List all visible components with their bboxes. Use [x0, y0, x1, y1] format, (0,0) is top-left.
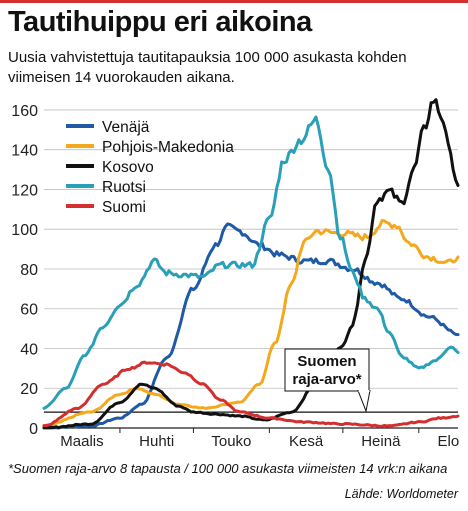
- x-tick-label: Heinä: [361, 433, 401, 450]
- y-tick-label: 140: [11, 143, 38, 160]
- y-tick-label: 100: [11, 222, 38, 239]
- x-tick-label: Maalis: [60, 433, 103, 450]
- y-tick-label: 0: [29, 421, 38, 438]
- y-tick-label: 60: [20, 302, 38, 319]
- threshold-label-box: [284, 348, 370, 392]
- y-tick-label: 160: [11, 103, 38, 120]
- x-tick-label: Elo: [438, 433, 460, 450]
- x-tick-label: Huhti: [139, 433, 174, 450]
- source-note: Lähde: Worldometer: [344, 487, 458, 501]
- legend-label: Kosovo: [102, 159, 154, 176]
- y-tick-label: 120: [11, 182, 38, 199]
- chart-subtitle: Uusia vahvistettuja tautitapauksia 100 0…: [8, 49, 407, 86]
- top-rule: [0, 0, 468, 3]
- y-tick-label: 80: [20, 262, 38, 279]
- chart-title: Tautihuippu eri aikoina: [8, 6, 312, 38]
- legend-label: Ruotsi: [102, 179, 146, 196]
- legend-label: Pohjois-Makedonia: [102, 139, 234, 156]
- x-tick-label: Kesä: [289, 433, 324, 450]
- threshold-label: Suomen: [297, 353, 356, 370]
- legend-label: Suomi: [102, 199, 146, 216]
- series-line-ven-j-: [42, 222, 460, 430]
- series-line-suomi: [42, 360, 460, 428]
- y-tick-label: 20: [20, 381, 38, 398]
- y-tick-label: 40: [20, 341, 38, 358]
- footnote: *Suomen raja-arvo 8 tapausta / 100 000 a…: [8, 461, 448, 476]
- threshold-label: raja-arvo*: [292, 371, 361, 388]
- threshold-label-pointer: [357, 390, 371, 413]
- x-tick-label: Touko: [211, 433, 251, 450]
- series-line-kosovo: [42, 98, 460, 430]
- legend-label: Venäjä: [102, 119, 150, 136]
- series-line-pohjois-makedonia: [42, 218, 460, 428]
- series-line-ruotsi: [42, 115, 460, 410]
